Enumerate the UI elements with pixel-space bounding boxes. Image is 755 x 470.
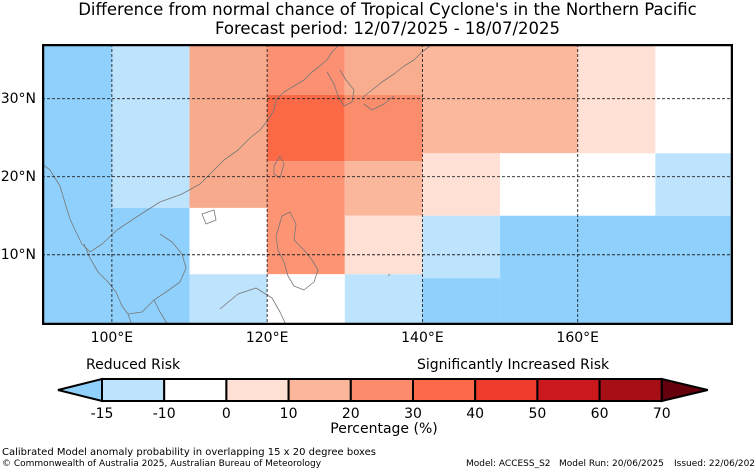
coastline-japan: [361, 45, 431, 111]
anomaly-cell: [344, 161, 423, 216]
anomaly-cell: [267, 161, 345, 275]
colorbar-swatch: [412, 378, 477, 402]
colorbar: [57, 377, 709, 403]
colorbar-tick-label: 40: [466, 406, 485, 422]
coastline-borneo: [219, 287, 287, 325]
anomaly-cell: [111, 207, 190, 325]
colorbar-swatch: [101, 378, 166, 402]
anomaly-cell: [500, 215, 733, 325]
colorbar-swatch: [536, 378, 601, 402]
colorbar-tick-label: 30: [404, 406, 422, 422]
chart-title: Difference from normal chance of Tropica…: [78, 0, 697, 19]
colorbar-left-label: Reduced Risk: [86, 357, 181, 373]
anomaly-cell: [189, 44, 268, 208]
anomaly-cell: [189, 207, 268, 275]
anomaly-cell: [344, 94, 423, 162]
colorbar-title: Percentage (%): [330, 421, 438, 437]
colorbar-tick-label: 60: [590, 406, 609, 422]
coastline-guam: [387, 273, 391, 277]
colorbar-swatch: [598, 378, 663, 402]
footer-model: Model: ACCESS_S2: [466, 459, 551, 469]
coastline-china: [42, 45, 339, 253]
lat-tick-label: 20°N: [0, 168, 36, 185]
colorbar-swatch: [225, 378, 290, 402]
colorbar-tick-label: -15: [90, 406, 114, 422]
anomaly-cell: [189, 274, 268, 325]
colorbar-swatch: [163, 378, 228, 402]
lon-tick-label: 140°E: [401, 330, 444, 346]
anomaly-cell: [267, 94, 345, 162]
colorbar-right-label: Significantly Increased Risk: [417, 357, 610, 373]
anomaly-cell: [655, 153, 733, 216]
colorbar-swatch: [287, 378, 352, 402]
colorbar-tick-label: 50: [528, 406, 547, 422]
lat-tick-label: 10°N: [0, 246, 36, 263]
anomaly-cell: [42, 44, 112, 325]
colorbar-min-arrow: [57, 377, 103, 403]
colorbar-tick-label: 0: [221, 406, 231, 422]
colorbar-max-arrow: [660, 377, 709, 403]
anomaly-cell: [422, 153, 501, 216]
anomaly-cell: [267, 44, 345, 95]
coastline-philippines: [275, 211, 319, 291]
anomaly-cell: [422, 215, 501, 279]
footer-copyright: © Commonwealth of Australia 2025, Austra…: [2, 459, 322, 469]
colorbar-tick-label: 70: [652, 406, 671, 422]
colorbar-swatch: [349, 378, 414, 402]
coastline-indochina: [83, 233, 187, 315]
lat-tick-label: 30°N: [0, 90, 36, 107]
lon-tick-label: 100°E: [90, 330, 134, 346]
anomaly-cell: [344, 44, 423, 95]
map: [42, 44, 733, 325]
anomaly-cell: [344, 215, 423, 275]
coastline-taiwan: [273, 155, 285, 179]
footer-issued: Issued: 22/06/2025: [674, 459, 755, 469]
colorbar-swatch: [474, 378, 539, 402]
anomaly-cell: [111, 44, 190, 208]
anomaly-cell: [344, 274, 423, 325]
colorbar-tick-label: -10: [152, 406, 176, 422]
anomaly-cell: [267, 274, 345, 325]
footer-model-run: Model Run: 20/06/2025: [559, 459, 664, 469]
coastline-korea: [326, 69, 355, 107]
colorbar-tick-label: 20: [341, 406, 360, 422]
forecast-period: Forecast period: 12/07/2025 - 18/07/2025: [214, 19, 561, 38]
lon-tick-label: 120°E: [245, 330, 289, 346]
colorbar-tick-label: 10: [279, 406, 298, 422]
lon-tick-label: 160°E: [556, 330, 600, 346]
anomaly-cell: [422, 278, 501, 325]
coastline-hainan: [201, 209, 217, 225]
footer-note: Calibrated Model anomaly probability in …: [2, 447, 377, 458]
